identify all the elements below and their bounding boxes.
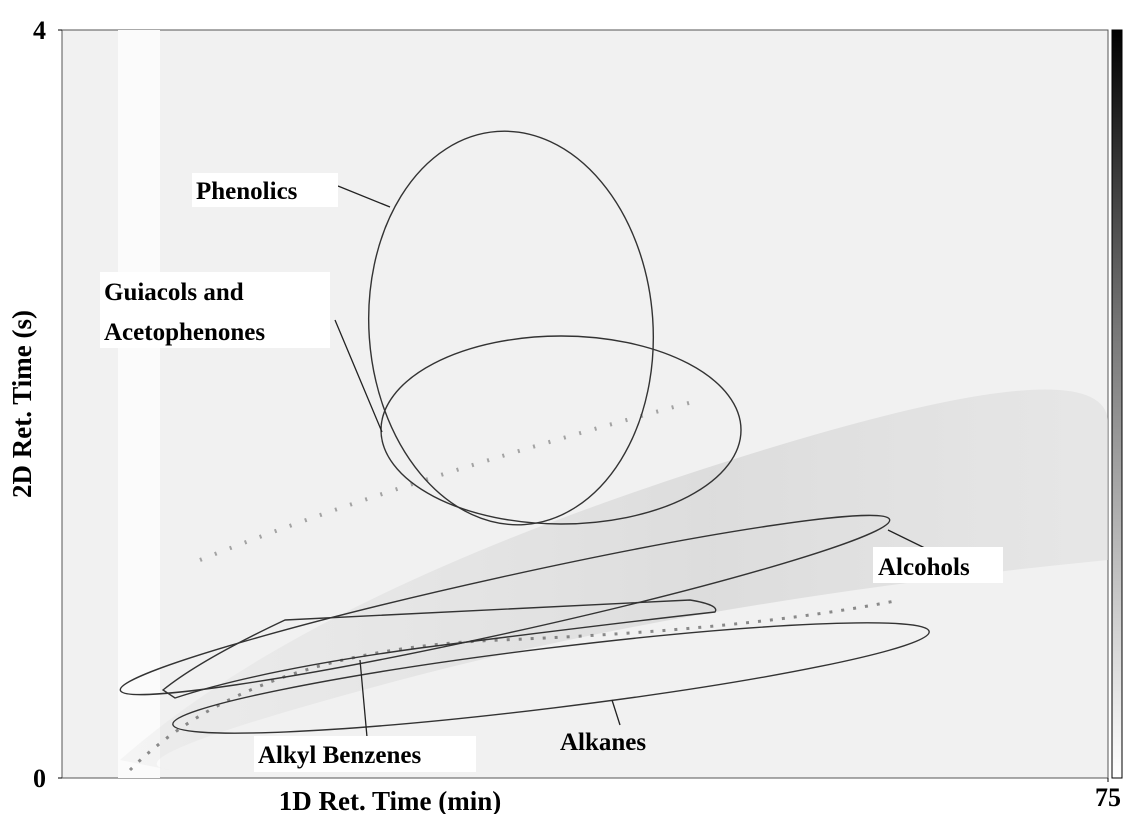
phenolics-region (367, 130, 655, 526)
label-bg (254, 736, 476, 772)
spot-trail (128, 598, 901, 772)
annotation: Alkanes (560, 729, 646, 756)
y-axis-title: 2D Ret. Time (s) (7, 310, 37, 498)
y-tick-label: 0 (33, 764, 46, 793)
x-tick-label: 75 (1095, 783, 1121, 812)
label-bg (873, 547, 1003, 583)
colorbar (1111, 29, 1123, 779)
annotation: Phenolics (196, 178, 298, 205)
annotation: Alkyl Benzenes (258, 742, 421, 769)
solvent-front (118, 30, 160, 778)
annotation: Alcohols (878, 554, 970, 581)
annotation: Acetophenones (104, 319, 265, 346)
label-bg (100, 272, 330, 348)
leader-line (334, 319, 383, 433)
alkanes-region (172, 622, 930, 734)
label-bg (192, 173, 338, 207)
leader-line (359, 659, 368, 738)
alkyl-benzenes-region (161, 599, 717, 699)
annotation: Guiacols and (104, 279, 244, 306)
leader-line (611, 699, 621, 726)
y-tick-label: 4 (33, 16, 46, 45)
plot-area (61, 29, 1109, 779)
alcohols-region (119, 514, 891, 696)
elution-band (120, 389, 1108, 770)
x-axis-title: 1D Ret. Time (min) (279, 786, 501, 814)
leader-line (337, 185, 391, 208)
